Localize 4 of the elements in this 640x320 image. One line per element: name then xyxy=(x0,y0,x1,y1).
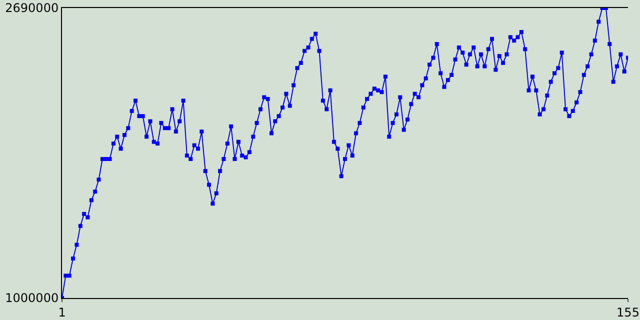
y-tick-label: 2690000 xyxy=(5,1,59,16)
y-tick-label: 1000000 xyxy=(5,291,59,306)
x-tick-label: 155 xyxy=(616,305,640,320)
x-tick-label: 1 xyxy=(58,305,66,320)
